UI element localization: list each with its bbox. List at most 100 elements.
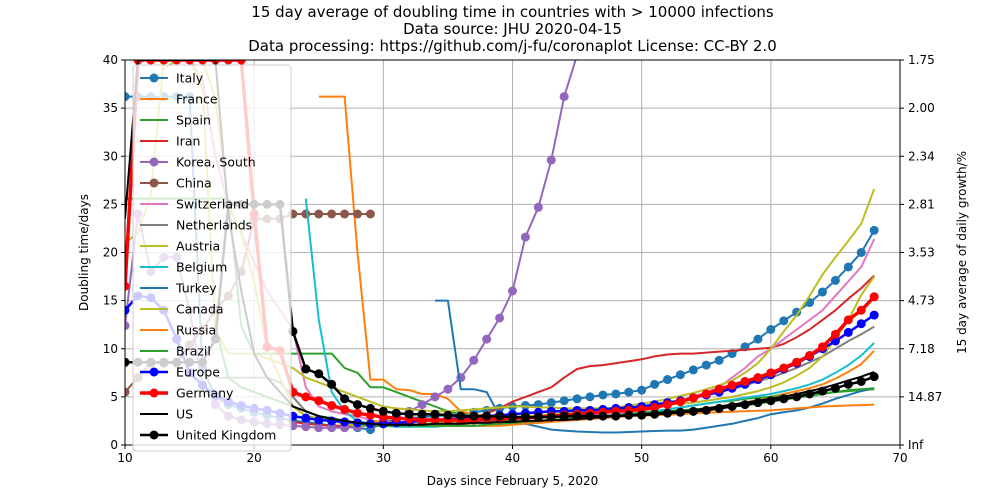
data-point-china <box>327 209 337 219</box>
data-point-korea-south <box>559 92 569 102</box>
data-point-united-kingdom <box>714 403 724 413</box>
legend-label-brazil: Brazil <box>176 344 211 359</box>
legend-label-germany: Germany <box>176 386 234 401</box>
data-point-united-kingdom <box>469 411 479 421</box>
legend-label-korea-south: Korea, South <box>176 155 256 170</box>
data-point-united-kingdom <box>456 411 466 421</box>
data-point-china <box>314 209 324 219</box>
series-line-iran <box>292 274 875 427</box>
data-point-korea-south <box>520 232 530 242</box>
x-tick-label: 30 <box>376 451 391 465</box>
data-point-united-kingdom <box>611 411 621 421</box>
data-point-united-kingdom <box>340 394 350 404</box>
data-point-germany <box>714 384 724 394</box>
data-point-italy <box>843 262 853 272</box>
data-point-germany <box>843 315 853 325</box>
legend-label-netherlands: Netherlands <box>176 218 252 233</box>
data-point-united-kingdom <box>430 409 440 419</box>
legend-label-us: US <box>176 407 193 422</box>
data-point-italy <box>766 325 776 334</box>
y-tick-label: 0 <box>110 438 118 452</box>
data-point-germany <box>792 357 802 367</box>
data-point-united-kingdom <box>650 409 660 419</box>
legend-label-switzerland: Switzerland <box>176 197 249 212</box>
data-point-germany <box>740 376 750 386</box>
data-point-germany <box>185 60 195 65</box>
data-point-italy <box>624 387 634 397</box>
data-point-united-kingdom <box>624 410 634 420</box>
data-point-united-kingdom <box>779 394 789 404</box>
data-point-united-kingdom <box>830 383 840 393</box>
data-point-germany <box>223 60 233 65</box>
x-tick-label: 40 <box>505 451 520 465</box>
data-point-germany <box>856 305 866 315</box>
data-point-united-kingdom <box>663 408 672 418</box>
data-point-korea-south <box>546 155 556 165</box>
y-tick-label: 10 <box>103 342 118 356</box>
data-point-united-kingdom <box>559 411 569 421</box>
data-point-united-kingdom <box>391 408 401 418</box>
data-point-germany <box>172 60 182 65</box>
data-point-united-kingdom <box>701 405 711 415</box>
data-point-germany <box>159 60 169 65</box>
data-point-united-kingdom <box>869 372 879 382</box>
data-point-united-kingdom <box>546 412 556 422</box>
data-point-germany <box>146 60 156 65</box>
data-point-germany <box>198 60 207 65</box>
x-axis-label: Days since February 5, 2020 <box>427 474 599 488</box>
legend-label-italy: Italy <box>176 71 204 86</box>
legend-label-europe: Europe <box>176 365 220 380</box>
data-point-italy <box>856 248 866 257</box>
legend-label-china: China <box>176 176 212 191</box>
x-tick-label: 10 <box>117 451 132 465</box>
y-tick-label: 35 <box>103 101 118 115</box>
data-point-italy <box>675 370 685 380</box>
data-point-united-kingdom <box>417 409 427 419</box>
data-point-germany <box>688 393 698 403</box>
data-point-italy <box>559 396 569 406</box>
data-point-italy <box>830 275 840 285</box>
data-point-united-kingdom <box>818 386 827 396</box>
title-line-2: Data source: JHU 2020-04-15 <box>403 20 622 38</box>
data-point-italy <box>792 307 802 317</box>
data-point-italy <box>753 334 763 344</box>
legend-label-austria: Austria <box>176 239 220 254</box>
data-point-united-kingdom <box>482 411 492 421</box>
data-point-germany <box>766 368 776 378</box>
y-tick-label: 20 <box>103 246 118 260</box>
data-point-korea-south <box>430 392 440 402</box>
data-point-germany <box>301 392 311 402</box>
data-point-united-kingdom <box>378 406 388 416</box>
data-point-korea-south <box>301 422 311 432</box>
data-point-germany <box>675 397 685 407</box>
data-point-germany <box>327 401 337 411</box>
data-point-united-kingdom <box>314 369 324 379</box>
data-point-united-kingdom <box>365 403 375 413</box>
data-point-europe <box>856 319 866 329</box>
data-point-europe <box>314 415 324 425</box>
legend-label-iran: Iran <box>176 134 200 149</box>
legend-marker-germany <box>149 388 159 398</box>
data-point-united-kingdom <box>301 364 311 374</box>
data-point-germany <box>365 410 375 420</box>
data-point-united-kingdom <box>843 379 853 389</box>
y-tick-label: 25 <box>103 197 118 211</box>
legend-marker-korea-south <box>149 157 159 167</box>
series-line-france <box>318 95 875 419</box>
data-point-united-kingdom <box>520 412 530 422</box>
data-point-italy <box>546 398 556 408</box>
data-point-united-kingdom <box>727 402 737 411</box>
y2-axis-label: 15 day average of daily growth/% <box>955 151 969 354</box>
data-point-germany <box>869 292 879 302</box>
chart-title: 15 day average of doubling time in count… <box>248 3 777 55</box>
y-tick-label: 30 <box>103 149 118 163</box>
legend-marker-china <box>149 178 159 188</box>
data-point-china <box>125 387 130 397</box>
y2-tick-label: 1.75 <box>908 53 935 67</box>
legend-label-canada: Canada <box>176 302 224 317</box>
y-tick-label: 40 <box>103 53 118 67</box>
data-point-china <box>301 209 311 219</box>
data-point-europe <box>869 310 879 320</box>
data-point-united-kingdom <box>637 410 647 420</box>
